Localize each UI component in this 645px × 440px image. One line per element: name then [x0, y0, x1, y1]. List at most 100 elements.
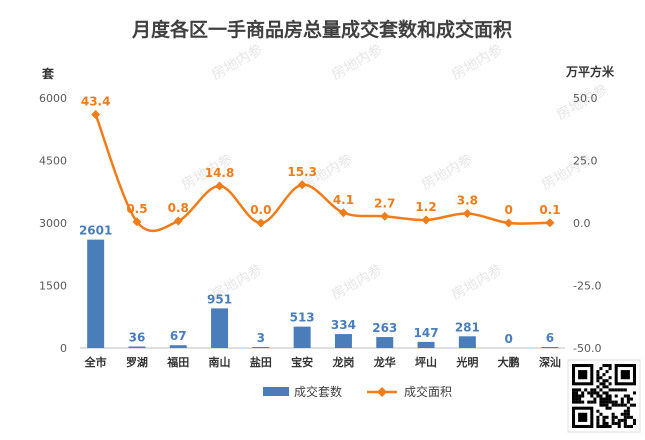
- qr-module: [605, 421, 609, 425]
- qr-finder-core: [578, 370, 588, 380]
- qr-module: [599, 424, 603, 428]
- right-tick-label: 25.0: [573, 155, 598, 168]
- qr-module: [632, 421, 636, 425]
- qr-module: [626, 415, 630, 419]
- line-label: 0.5: [126, 202, 147, 216]
- bar-label: 281: [455, 320, 480, 334]
- qr-module: [614, 394, 618, 398]
- qr-module: [605, 403, 609, 407]
- qr-module: [608, 376, 612, 380]
- qr-module: [581, 391, 585, 395]
- qr-module: [599, 403, 603, 407]
- qr-module: [578, 397, 582, 401]
- left-tick-label: 1500: [39, 280, 67, 293]
- line-label: 3.8: [457, 194, 478, 208]
- bar-南山: [211, 308, 229, 348]
- qr-module: [629, 397, 633, 401]
- left-tick-label: 4500: [39, 155, 67, 168]
- line-point-全市: [91, 110, 101, 119]
- line-labels: 43.4 0.5 0.8 14.8 0.0 15.3 4.1 2.7 1.2 3.8 0 0.1: [81, 95, 561, 218]
- bar-宝安: [293, 326, 311, 348]
- line-label: 43.4: [81, 95, 111, 109]
- qr-module: [596, 421, 600, 425]
- right-axis-unit: 万平方米: [565, 64, 615, 79]
- qr-module: [605, 406, 609, 410]
- qr-module: [608, 406, 612, 410]
- qr-module: [602, 391, 606, 395]
- qr-module: [611, 415, 615, 419]
- qr-module: [593, 388, 597, 392]
- right-tick-label: 50.0: [573, 92, 598, 105]
- qr-module: [596, 409, 600, 413]
- watermark-text: 房地内参: [419, 151, 476, 194]
- qr-module: [626, 394, 630, 398]
- qr-finder-core: [578, 412, 588, 422]
- qr-module: [605, 391, 609, 395]
- bar-深汕: [541, 347, 559, 348]
- qr-module: [596, 376, 600, 380]
- bar-label: 513: [290, 311, 315, 325]
- line-label: 0: [504, 203, 512, 217]
- category-label: 深汕: [539, 355, 561, 369]
- qr-module: [626, 400, 630, 404]
- qr-module: [611, 418, 615, 422]
- qr-module: [626, 406, 630, 410]
- bar-label: 36: [129, 331, 146, 345]
- left-tick-label: 3000: [39, 217, 67, 230]
- category-label: 坪山: [415, 355, 437, 369]
- qr-module: [605, 370, 609, 374]
- qr-module: [599, 397, 603, 401]
- qr-module: [596, 424, 600, 428]
- qr-finder-core: [620, 370, 630, 380]
- legend-line-label: 成交面积: [404, 384, 452, 399]
- line-label: 2.7: [374, 196, 395, 210]
- qr-module: [602, 418, 606, 422]
- watermark-text: 房地内参: [329, 261, 386, 304]
- qr-module: [575, 391, 579, 395]
- qr-module: [575, 388, 579, 392]
- qr-module: [572, 388, 576, 392]
- bar-series: [87, 239, 559, 348]
- qr-module: [629, 424, 633, 428]
- qr-module: [581, 400, 585, 404]
- qr-module: [611, 421, 615, 425]
- bar-坪山: [417, 341, 435, 348]
- qr-module: [599, 400, 603, 404]
- qr-module: [608, 382, 612, 386]
- qr-module: [623, 418, 627, 422]
- qr-module: [590, 391, 594, 395]
- qr-module: [602, 373, 606, 377]
- line-label: 0.1: [539, 203, 560, 217]
- qr-module: [602, 424, 606, 428]
- left-axis: 6000 4500 3000 1500 0: [39, 92, 67, 355]
- qr-module: [632, 403, 636, 407]
- qr-module: [578, 388, 582, 392]
- qr-module: [614, 421, 618, 425]
- category-label: 罗湖: [126, 355, 148, 369]
- qr-module: [620, 388, 624, 392]
- qr-module: [626, 412, 630, 416]
- qr-module: [602, 385, 606, 389]
- qr-module: [584, 388, 588, 392]
- qr-module: [581, 394, 585, 398]
- line-point-坪山: [421, 215, 431, 225]
- qr-module: [614, 388, 618, 392]
- qr-module: [608, 388, 612, 392]
- line-point-龙岗: [338, 208, 348, 218]
- bar-labels: 2601 36 67 951 3 513 334 263 147 281 0 6: [79, 224, 554, 346]
- bar-龙岗: [334, 334, 352, 348]
- qr-module: [623, 388, 627, 392]
- qr-module: [623, 424, 627, 428]
- category-label: 宝安: [291, 355, 313, 369]
- qr-module: [596, 391, 600, 395]
- bar-label: 2601: [79, 224, 112, 238]
- qr-module: [587, 400, 591, 404]
- line-label: 4.1: [333, 193, 354, 207]
- qr-module: [596, 385, 600, 389]
- bar-盐田: [252, 347, 270, 348]
- qr-module: [599, 388, 603, 392]
- qr-module: [596, 415, 600, 419]
- right-axis: 50.0 25.0 0.0 -25.0 -50.0: [573, 92, 601, 355]
- qr-module: [611, 412, 615, 416]
- bar-光明: [458, 336, 476, 348]
